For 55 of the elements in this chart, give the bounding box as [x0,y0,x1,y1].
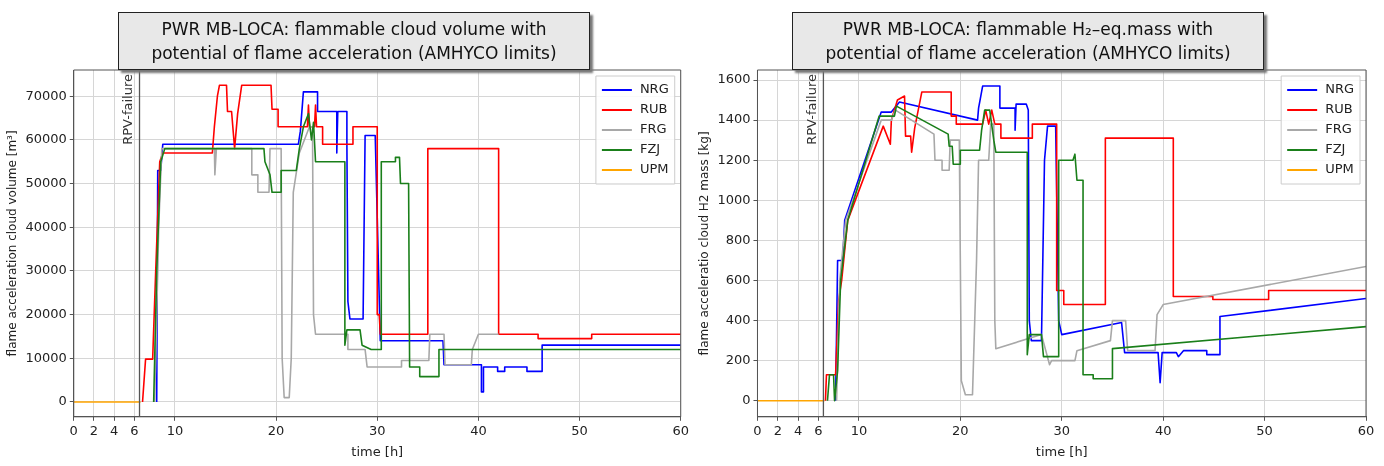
y-tick-label: 1400 [717,111,751,127]
x-tick-label: 40 [470,422,487,438]
x-tick-label: 50 [1256,422,1273,438]
y-tick-label: 50000 [25,174,67,190]
legend-label: RUB [1325,101,1353,117]
x-tick-label: 6 [130,422,139,438]
x-tick-label: 4 [793,422,803,438]
y-tick-label: 40000 [25,218,67,234]
x-tick-label: 60 [672,422,689,438]
y-tick-label: 800 [725,231,751,247]
legend-label: FRG [1325,121,1352,137]
y-tick-label: 10000 [25,349,67,365]
x-tick-label: 20 [267,422,285,438]
y-tick-label: 600 [725,271,751,287]
x-tick-label: 30 [368,422,386,438]
y-tick-label: 400 [725,311,751,327]
legend-label: NRG [639,81,669,97]
y-tick-label: 1000 [717,191,751,207]
x-tick-label: 10 [850,422,868,438]
y-axis-title: flame acceleration cloud volume [m³] [5,130,20,357]
x-tick-label: 2 [89,422,99,438]
legend-label: FZJ [1325,141,1346,157]
x-tick-label: 60 [1357,422,1375,438]
y-tick-label: 0 [742,392,751,408]
x-tick-label: 50 [571,422,588,438]
x-tick-label: 6 [814,422,823,438]
x-tick-label: 20 [952,422,969,438]
y-tick-label: 60000 [25,131,67,147]
legend-label: UPM [639,161,669,177]
legend-label: FZJ [639,141,661,157]
x-tick-label: 30 [1053,422,1071,438]
y-tick-label: 20000 [25,305,67,321]
y-tick-label: 30000 [25,262,67,278]
x-tick-label: 0 [69,422,78,438]
x-tick-label: 10 [166,422,184,438]
chart-title: PWR MB-LOCA: flammable cloud volume with potential of flame acceleration (AMHYCO limits) [118,12,590,70]
legend-label: UPM [1325,161,1354,177]
y-tick-label: 1600 [717,71,751,87]
y-tick-label: 70000 [25,87,67,103]
ref-line-label: RPV-failure [120,74,136,145]
x-axis-title: time [h] [1035,443,1088,459]
x-tick-label: 2 [773,422,782,438]
x-axis-title: time [h] [351,443,404,459]
y-tick-label: 1200 [717,151,751,167]
legend-label: NRG [1325,81,1355,97]
legend-label: RUB [639,101,668,117]
legend-label: FRG [639,121,667,137]
ref-line-label: RPV-failure [804,74,820,145]
x-tick-label: 0 [753,422,762,438]
y-tick-label: 200 [725,352,751,368]
x-tick-label: 40 [1154,422,1172,438]
chart-title: PWR MB-LOCA: flammable H₂–eq.mass with potential of flame acceleration (AMHYCO limits) [792,12,1264,70]
y-tick-label: 0 [58,393,67,409]
x-tick-label: 4 [110,422,119,438]
y-axis-title: flame acceleratio cloud H2 mass [kg] [697,131,712,356]
